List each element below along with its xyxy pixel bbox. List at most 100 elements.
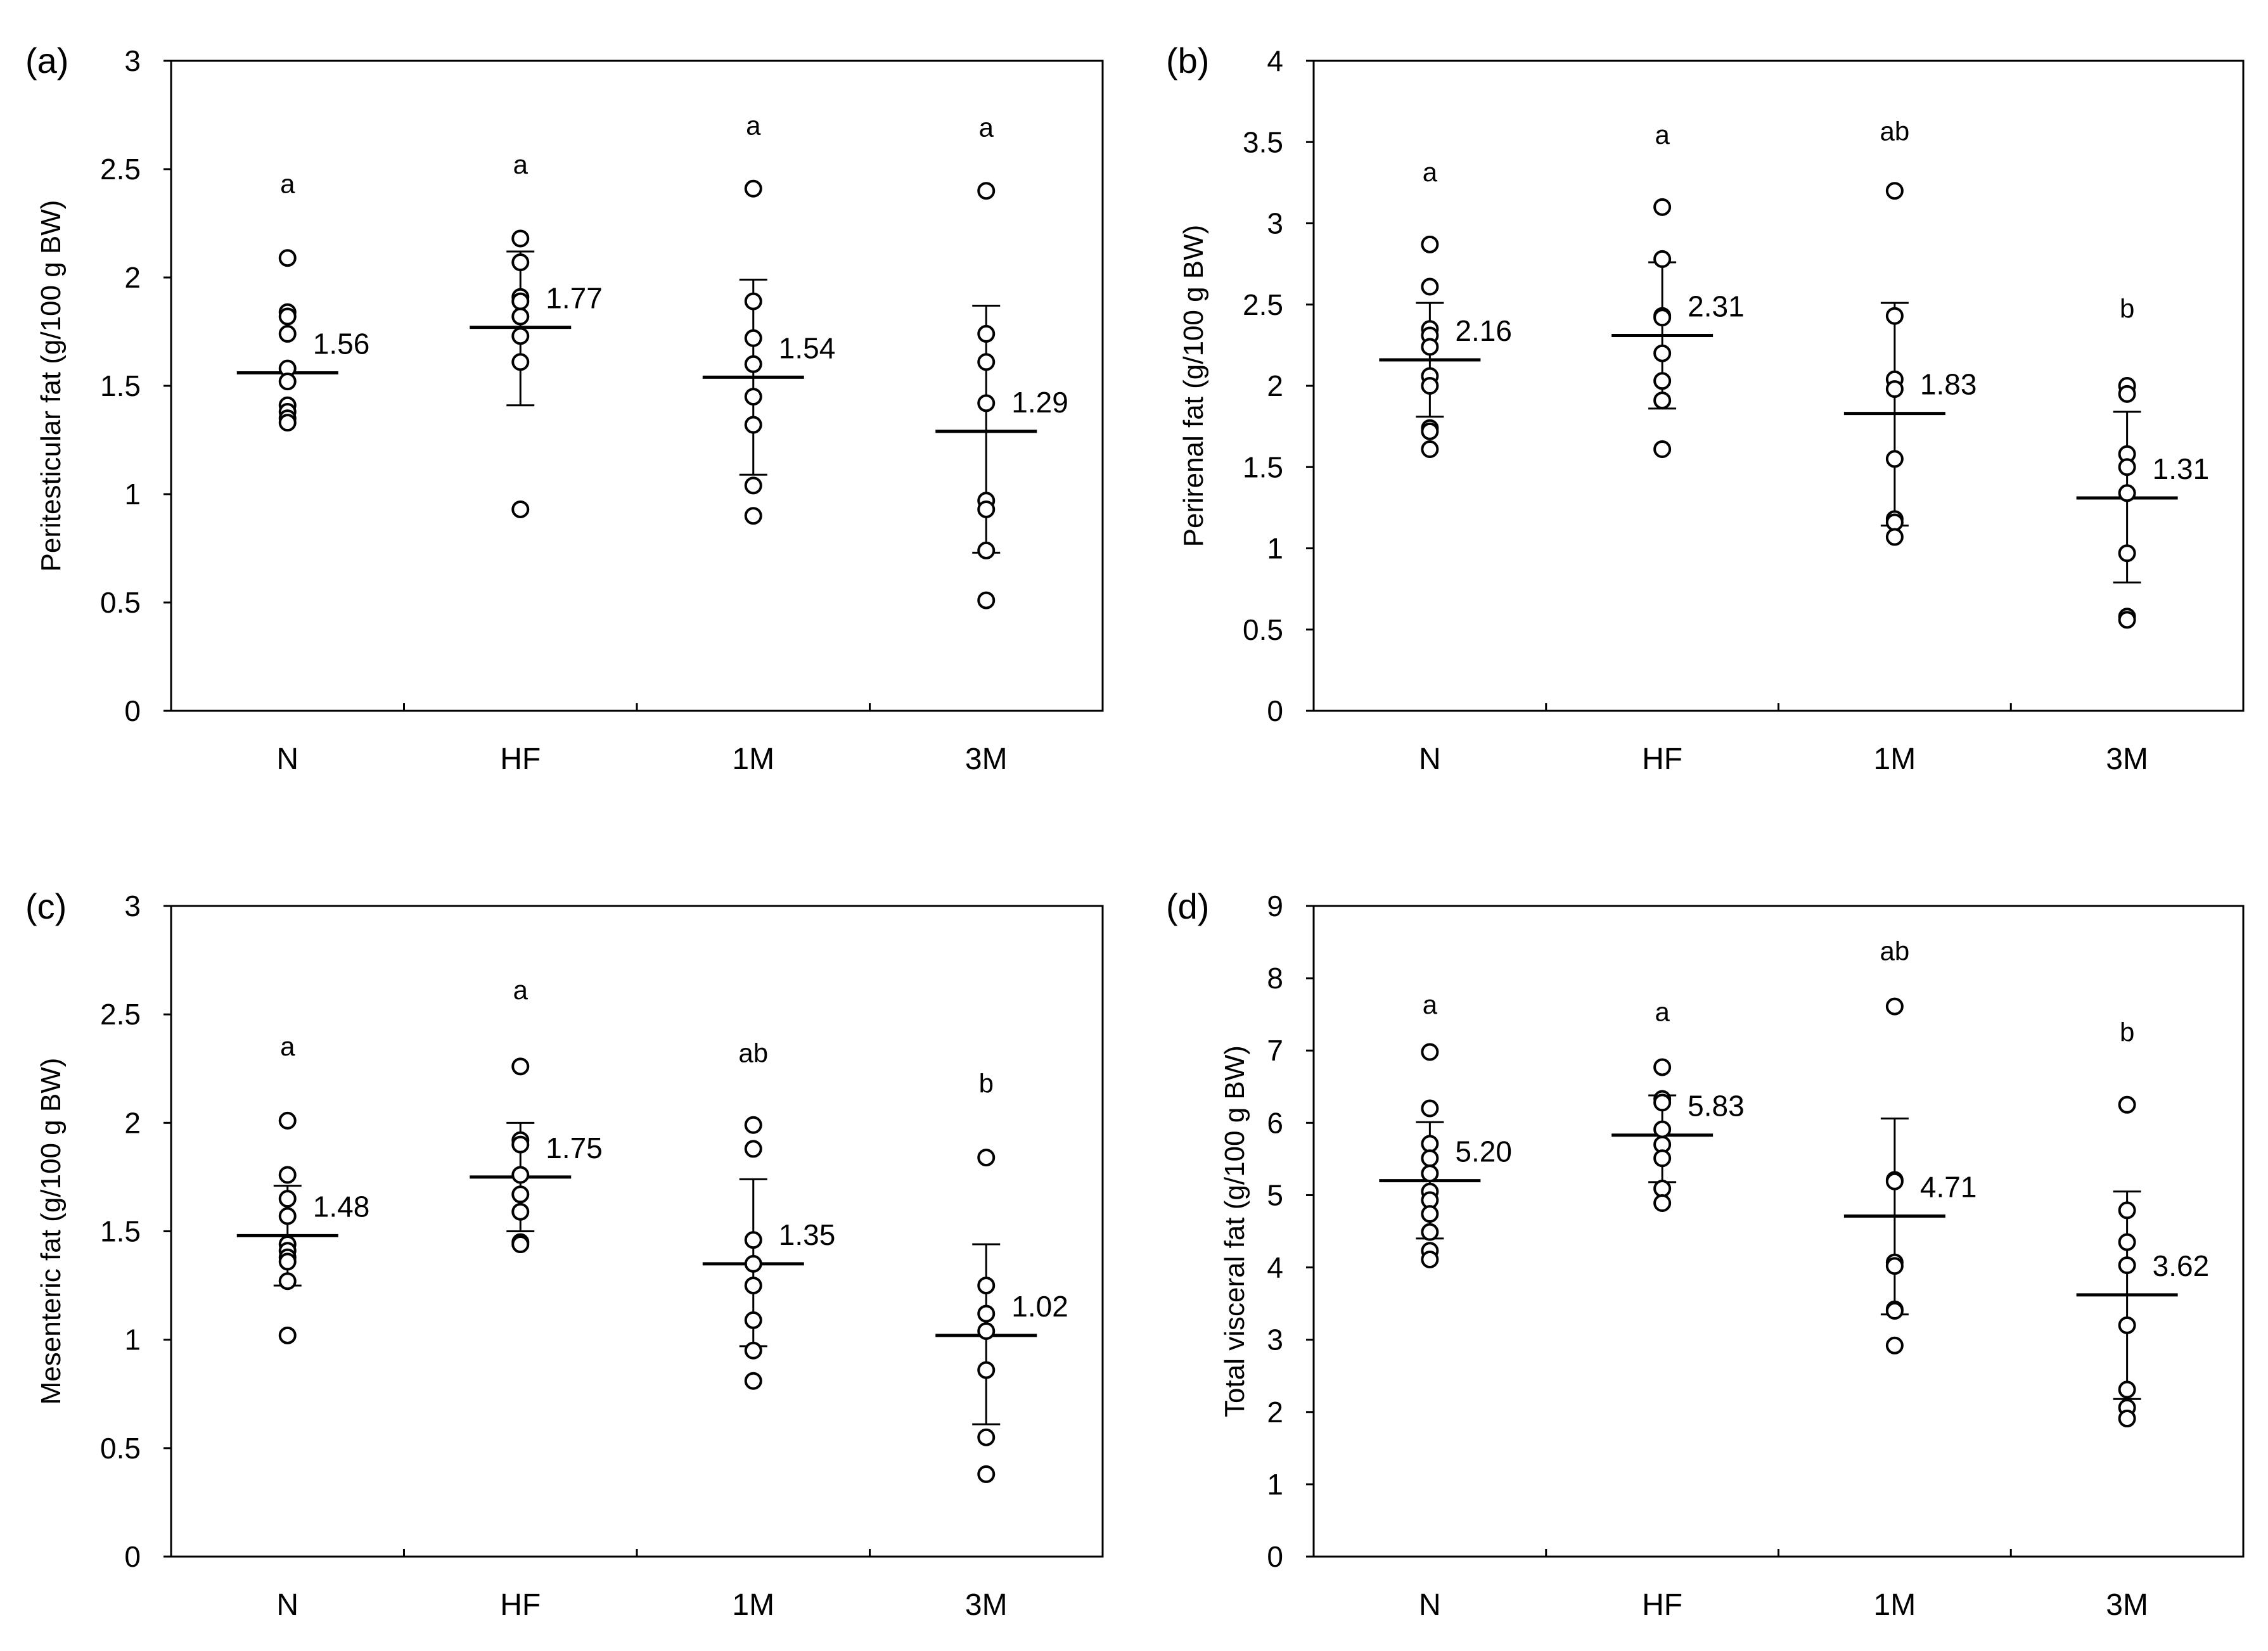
y-axis-title: Mesenteric fat (g/100 g BW): [35, 1058, 67, 1405]
data-point: [977, 324, 996, 343]
y-tick-label: 1: [1267, 1468, 1283, 1501]
data-point: [1885, 380, 1904, 398]
data-point: [744, 507, 762, 525]
x-category-label: 3M: [2106, 743, 2148, 776]
group-HF: 2.31 a: [1611, 120, 1745, 459]
data-point: [744, 355, 762, 373]
x-category-label: HF: [1642, 743, 1682, 776]
significance-letter: a: [513, 150, 529, 179]
significance-letter: ab: [1880, 936, 1910, 966]
x-category-label: 1M: [732, 743, 774, 776]
data-point: [977, 541, 996, 559]
mean-value-label: 1.75: [546, 1131, 603, 1164]
x-category-label: 1M: [1874, 1588, 1916, 1622]
data-point: [1653, 1180, 1672, 1198]
mean-value-label: 5.83: [1688, 1090, 1745, 1123]
group-HF: 1.75 a: [470, 975, 603, 1254]
data-point: [744, 292, 762, 310]
x-category-label: N: [1419, 1588, 1441, 1622]
data-point: [278, 1326, 297, 1344]
data-point: [2118, 544, 2136, 563]
data-point: [744, 1254, 762, 1273]
data-point: [511, 327, 530, 345]
data-point: [1421, 1205, 1439, 1223]
y-tick-label: 4: [1267, 44, 1283, 77]
mean-value-label: 3.62: [2153, 1249, 2210, 1282]
significance-letter: ab: [738, 1038, 768, 1068]
group-HF: 5.83 a: [1611, 997, 1745, 1212]
data-point: [1421, 277, 1439, 296]
group-N: 5.20 a: [1379, 990, 1512, 1269]
group-3M: 1.31 b: [2076, 293, 2210, 629]
group-1M: 4.71 ab: [1843, 936, 1976, 1355]
x-category-label: 3M: [2106, 1588, 2148, 1622]
data-point: [1885, 1257, 1904, 1275]
data-point: [744, 1311, 762, 1329]
y-tick-label: 2: [124, 1106, 141, 1139]
x-category-label: HF: [500, 1588, 541, 1622]
y-tick-label: 5: [1267, 1178, 1283, 1211]
x-category-label: 3M: [965, 743, 1008, 776]
panel-a: (a) 0 0.5 1 1.5 2 2.5 3 N HF 1M 3M Peritesticular fa…: [25, 41, 1104, 776]
data-point: [977, 1465, 996, 1483]
significance-letter: a: [1423, 990, 1438, 1019]
data-point: [1885, 997, 1904, 1016]
data-point: [1421, 1043, 1439, 1061]
data-point: [2118, 484, 2136, 502]
significance-letter: a: [1423, 157, 1438, 187]
data-point: [977, 500, 996, 518]
data-point: [977, 182, 996, 200]
data-point: [1653, 1093, 1672, 1112]
data-point: [278, 1253, 297, 1271]
panel-label: (d): [1166, 886, 1209, 926]
significance-letter: a: [280, 1031, 295, 1061]
y-tick-label: 7: [1267, 1034, 1283, 1067]
mean-value-label: 1.02: [1011, 1290, 1068, 1323]
panel-label: (a): [25, 41, 68, 80]
mean-value-label: 1.83: [1920, 368, 1977, 401]
data-point: [977, 1149, 996, 1167]
y-axis-title: Perirenal fat (g/100 g BW): [1178, 225, 1209, 547]
data-point: [2118, 1095, 2136, 1114]
data-point: [977, 1322, 996, 1340]
data-point: [744, 179, 762, 198]
data-point: [278, 324, 297, 343]
panel-label: (b): [1166, 41, 1209, 80]
x-category-label: N: [1419, 743, 1441, 776]
group-1M: 1.83 ab: [1843, 117, 1977, 546]
mean-value-label: 1.77: [546, 282, 603, 315]
group-N: 1.56 a: [236, 169, 369, 432]
significance-letter: a: [1655, 997, 1670, 1026]
y-tick-label: 2.5: [100, 153, 141, 186]
data-point: [2118, 1380, 2136, 1399]
data-point: [2118, 1316, 2136, 1334]
data-point: [1653, 1194, 1672, 1212]
significance-letter: b: [979, 1068, 994, 1098]
data-point: [744, 1140, 762, 1158]
mean-value-label: 2.31: [1688, 290, 1745, 322]
y-tick-label: 2.5: [100, 998, 141, 1031]
mean-value-label: 1.31: [2153, 452, 2210, 485]
data-point: [1421, 1135, 1439, 1153]
data-point: [1885, 307, 1904, 325]
data-point: [1421, 1099, 1439, 1118]
data-point: [1885, 450, 1904, 468]
y-tick-label: 9: [1267, 889, 1283, 922]
data-point: [2118, 1256, 2136, 1275]
significance-letter: a: [280, 169, 295, 199]
data-point: [278, 1207, 297, 1225]
y-tick-label: 0.5: [100, 586, 141, 619]
data-point: [744, 416, 762, 434]
y-tick-label: 2: [1267, 369, 1283, 402]
group-1M: 1.35 ab: [702, 1038, 835, 1390]
y-tick-label: 1: [1267, 532, 1283, 565]
data-point: [278, 373, 297, 391]
y-tick-label: 0: [1267, 694, 1283, 727]
data-point: [511, 229, 530, 248]
group-1M: 1.54 a: [702, 110, 835, 525]
data-point: [1653, 392, 1672, 410]
data-point: [2118, 611, 2136, 629]
x-category-label: 1M: [1874, 743, 1916, 776]
y-tick-label: 1: [124, 1323, 141, 1356]
x-category-label: 3M: [965, 1588, 1008, 1622]
